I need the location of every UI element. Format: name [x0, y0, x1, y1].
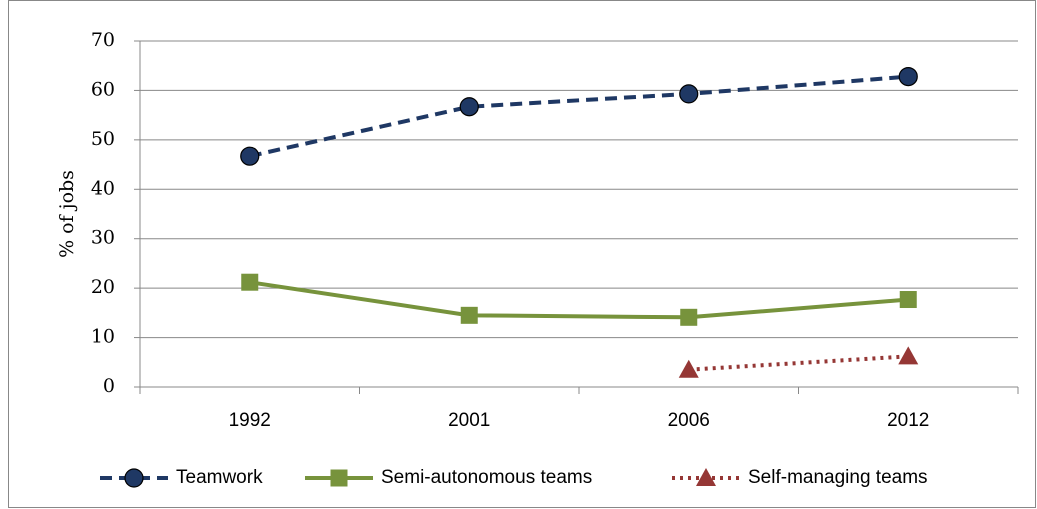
- marker: [696, 468, 716, 486]
- marker: [124, 468, 144, 488]
- y-tick-label: 70: [91, 29, 115, 51]
- marker: [898, 346, 919, 365]
- x-tick-label: 2012: [887, 410, 929, 431]
- y-tick-label: 40: [91, 177, 115, 199]
- legend-label: Self-managing teams: [748, 467, 928, 488]
- marker: [679, 84, 699, 104]
- marker: [680, 308, 698, 326]
- x-tick-label: 1992: [229, 410, 271, 431]
- y-tick-label: 10: [91, 326, 115, 348]
- y-tick-label: 30: [91, 227, 115, 249]
- series-line: [249, 280, 909, 320]
- y-tick-label: 60: [91, 78, 115, 100]
- marker: [899, 291, 917, 309]
- series-line: [688, 354, 909, 372]
- y-tick-label: 50: [91, 128, 115, 150]
- marker: [898, 66, 918, 87]
- legend-label: Semi-autonomous teams: [381, 467, 592, 488]
- marker: [240, 146, 260, 166]
- series-line: [249, 74, 909, 159]
- y-axis-label: % of jobs: [56, 170, 78, 258]
- x-tick-label: 2001: [448, 410, 490, 431]
- marker: [460, 306, 478, 324]
- marker: [241, 273, 259, 291]
- y-tick-label: 0: [103, 375, 115, 397]
- marker: [678, 359, 699, 378]
- marker: [330, 469, 348, 487]
- x-tick-label: 2006: [668, 410, 710, 431]
- legend-label: Teamwork: [176, 467, 263, 488]
- y-tick-label: 20: [91, 276, 115, 298]
- chart-border: [8, 0, 1036, 508]
- marker: [459, 97, 479, 117]
